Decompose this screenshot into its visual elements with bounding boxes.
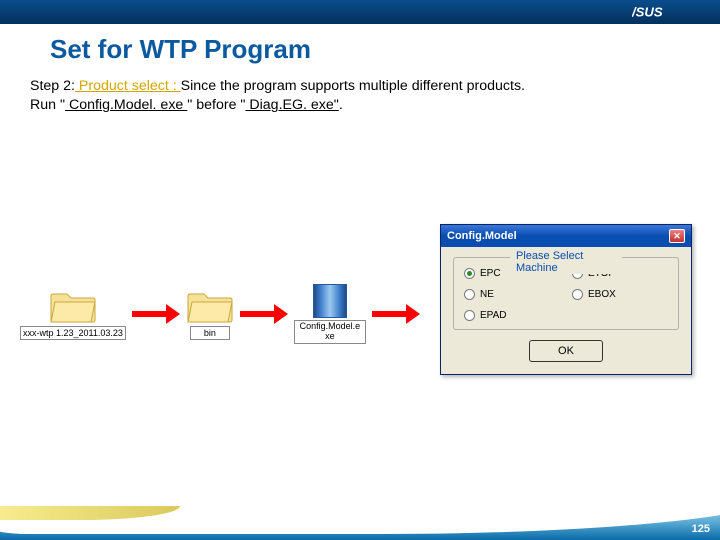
config-dialog: Config.Model ✕ Please Select Machine EPC… <box>440 224 692 375</box>
wave-accent <box>0 506 180 520</box>
arrow-3 <box>372 307 420 321</box>
radio-epad[interactable]: EPAD <box>464 310 560 321</box>
radio-ne[interactable]: NE <box>464 289 560 300</box>
svg-text:/SUS: /SUS <box>632 5 663 19</box>
radio-grid: EPC ETOP NE EBOX EPAD <box>464 268 668 321</box>
page-number: 125 <box>692 523 710 535</box>
flow-diagram: xxx-wtp 1.23_2011.03.23 bin Config.Model… <box>20 284 420 344</box>
folder-icon <box>186 288 234 324</box>
radio-dot-icon <box>464 310 475 321</box>
folder-2-label: bin <box>190 326 230 340</box>
step-rest1: Since the program supports multiple diff… <box>181 78 525 94</box>
radio-ebox[interactable]: EBOX <box>572 289 668 300</box>
slide-title: Set for WTP Program <box>30 24 690 77</box>
exe-icon <box>313 284 347 318</box>
radio-dot-icon <box>464 268 475 279</box>
arrow-1 <box>132 307 180 321</box>
dialog-title-text: Config.Model <box>447 230 517 242</box>
folder-1: xxx-wtp 1.23_2011.03.23 <box>20 288 126 340</box>
dialog-titlebar: Config.Model ✕ <box>441 225 691 247</box>
bottom-bar-bg: 125 <box>0 510 720 540</box>
step-line2a: Run " <box>30 97 65 113</box>
arrow-2 <box>240 307 288 321</box>
radio-dot-icon <box>464 289 475 300</box>
step-mid: " before " <box>187 97 245 113</box>
brand-logo: /SUS <box>632 5 702 19</box>
radio-dot-icon <box>572 289 583 300</box>
step-u1: Config.Model. exe <box>65 97 187 113</box>
step-u2: Diag.EG. exe" <box>245 97 338 113</box>
exe-label: Config.Model.exe <box>294 320 366 344</box>
top-bar: /SUS <box>0 0 720 24</box>
machine-group: Please Select Machine EPC ETOP NE EBOX E… <box>453 257 679 330</box>
slide-content: Set for WTP Program Step 2: Product sele… <box>0 24 720 510</box>
folder-2: bin <box>186 288 234 340</box>
step-end: . <box>339 97 343 113</box>
exe-file: Config.Model.exe <box>294 284 366 344</box>
step-text: Step 2: Product select : Since the progr… <box>30 77 690 115</box>
ok-button[interactable]: OK <box>529 340 603 362</box>
folder-1-label: xxx-wtp 1.23_2011.03.23 <box>20 326 126 340</box>
group-title: Please Select Machine <box>510 250 622 274</box>
folder-icon <box>49 288 97 324</box>
step-label: Step 2: <box>30 78 75 94</box>
dialog-body: Please Select Machine EPC ETOP NE EBOX E… <box>441 247 691 374</box>
step-highlight: Product select : <box>75 78 181 94</box>
close-icon[interactable]: ✕ <box>669 229 685 243</box>
bottom-bar: 125 <box>0 510 720 540</box>
